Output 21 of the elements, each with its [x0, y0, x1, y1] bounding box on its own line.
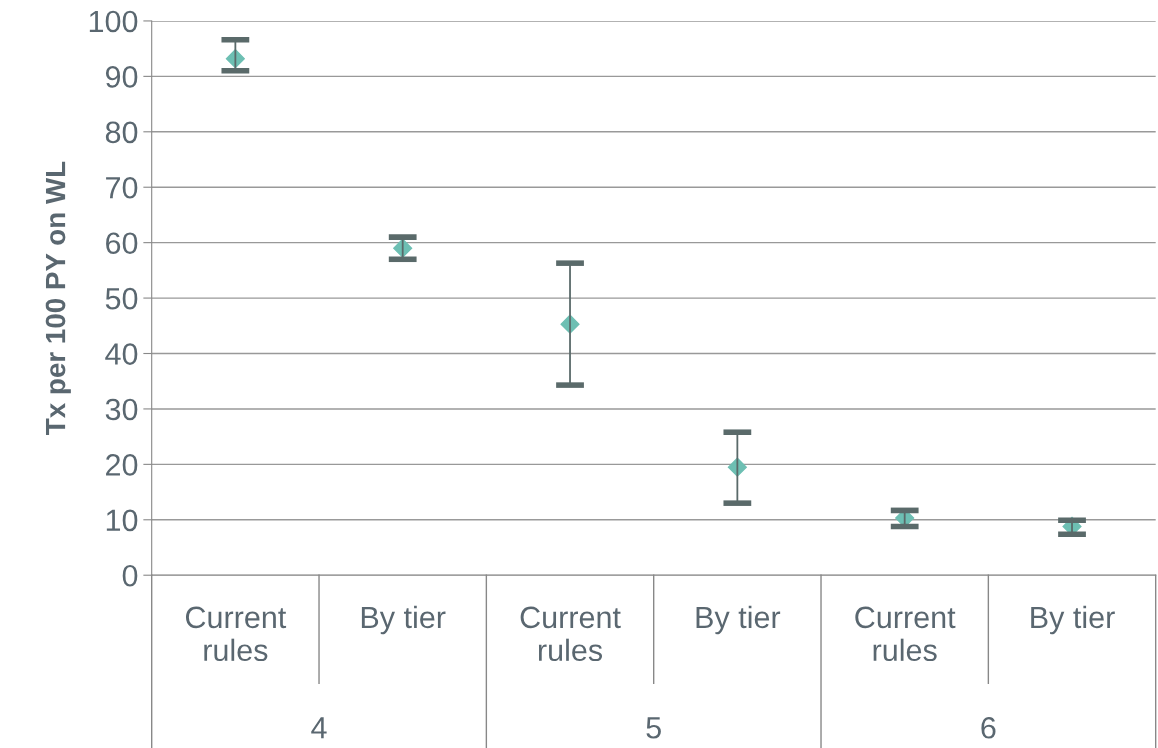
y-tick-label: 10 [106, 509, 138, 532]
y-tick-label: 90 [105, 66, 138, 88]
y-axis-title: Tx per 100 PY on WL [45, 161, 71, 435]
text: 4 [311, 717, 327, 739]
y-tick-label: 20 [106, 454, 138, 476]
x-tick-label: By tier [361, 605, 446, 635]
y-tick-label: 40 [105, 343, 138, 365]
y-tick-label: 0 [122, 564, 138, 587]
x-tick-label: Current rules [855, 606, 956, 662]
y-tick-label: 70 [106, 176, 138, 199]
y-tick-label: 100 [89, 10, 138, 33]
text: 5 [646, 717, 661, 739]
x-tick-label: Current rules [520, 606, 621, 662]
x-tick-label: By tier [696, 605, 781, 635]
x-tick-label: By tier [1031, 605, 1115, 635]
y-tick-label: 80 [105, 121, 138, 144]
text: 6 [981, 716, 996, 739]
y-tick-label: 30 [105, 398, 138, 421]
y-tick-label: 60 [106, 232, 138, 255]
y-tick-label: 50 [105, 287, 138, 310]
x-tick-label: Current rules [185, 606, 287, 662]
